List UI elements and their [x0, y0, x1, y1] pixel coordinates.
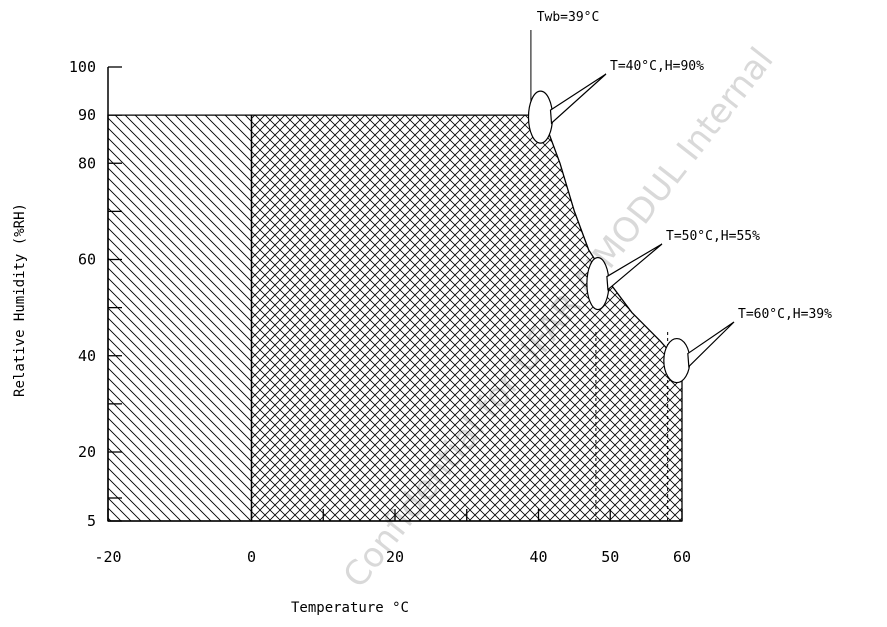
annotation-label: T=60°C,H=39%: [738, 307, 832, 322]
region-storage-only: [107, 114, 253, 522]
annotation-balloon: [527, 90, 554, 144]
annotation-pointer: [549, 73, 607, 125]
y-tick-label: 40: [78, 347, 96, 365]
annotation-pointer: [687, 321, 735, 368]
x-axis-title: Temperature °C: [291, 600, 409, 616]
annotation-balloon: [586, 256, 610, 311]
x-tick-label: 60: [673, 548, 691, 566]
y-tick-label: 80: [78, 154, 96, 172]
annotation-twb: Twb=39°C: [537, 10, 600, 25]
y-tick-label: 100: [69, 58, 96, 76]
x-tick-label: 0: [247, 548, 256, 566]
y-axis-title: Relative Humidity (%RH): [12, 203, 28, 397]
y-tick-label: 90: [78, 106, 96, 124]
x-tick-label: 20: [386, 548, 404, 566]
y-tick-label: 60: [78, 251, 96, 269]
y-tick-label: 20: [78, 443, 96, 461]
annotation-pointer: [606, 243, 663, 291]
region-operating: [250, 114, 683, 522]
annotation-balloon: [663, 337, 691, 384]
x-tick-label: 50: [601, 548, 619, 566]
ticks-layer: 100 90 80 60 40 20 5 -20 0 20 40 50 60: [69, 58, 691, 566]
annotations-layer: Twb=39°C T=40°C,H=90% T=50°C,H=55% T=60°C,H…: [527, 10, 832, 384]
x-tick-label: -20: [94, 548, 121, 566]
annotation-label: T=50°C,H=55%: [666, 229, 760, 244]
annotation-label: T=40°C,H=90%: [610, 59, 704, 74]
x-tick-label: 40: [529, 548, 547, 566]
regions-layer: [107, 114, 683, 522]
y-tick-label: 5: [87, 512, 96, 530]
